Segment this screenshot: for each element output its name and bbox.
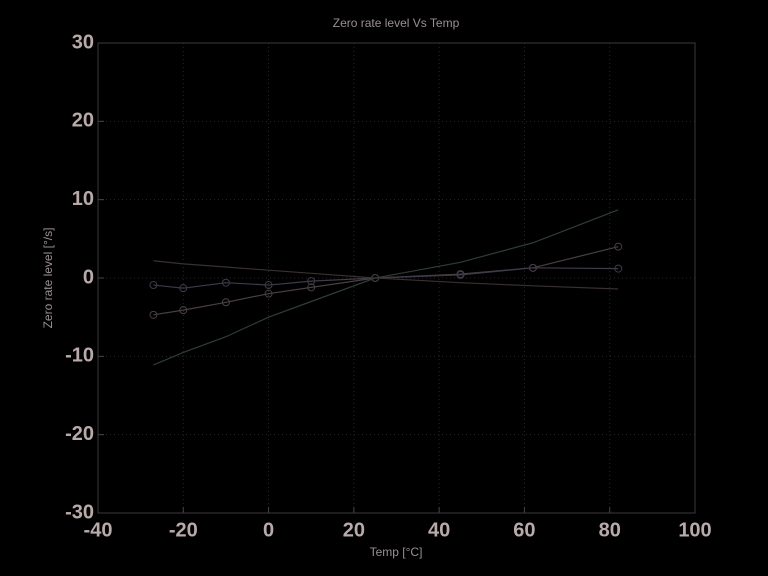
y-axis-label: Zero rate level [°/s]	[41, 228, 55, 329]
x-tick-label: 20	[343, 519, 365, 541]
series-marker	[221, 298, 230, 307]
y-tick-label: 0	[83, 266, 94, 288]
y-tick-label: -10	[65, 345, 94, 367]
x-tick-label: 0	[263, 519, 274, 541]
y-tick-label: -20	[65, 423, 94, 445]
x-tick-label: 80	[599, 519, 621, 541]
series-marker	[149, 281, 158, 290]
series-marker	[307, 283, 316, 292]
x-tick-label: -40	[84, 519, 113, 541]
series-line	[153, 267, 619, 289]
series-marker	[179, 284, 188, 293]
series-marker	[614, 242, 623, 251]
series-line	[153, 260, 619, 290]
y-tick-label: 20	[72, 110, 94, 132]
series-marker	[264, 289, 273, 298]
x-tick-label: 60	[513, 519, 535, 541]
series-marker	[179, 306, 188, 315]
series-marker	[307, 277, 316, 286]
series-line	[153, 209, 619, 366]
x-tick-label: -20	[169, 519, 198, 541]
x-tick-label: 100	[678, 519, 711, 541]
series-marker	[528, 263, 537, 272]
y-tick-label: -30	[65, 501, 94, 523]
chart-title: Zero rate level Vs Temp	[333, 16, 460, 30]
series-marker	[264, 281, 273, 290]
y-tick-label: 10	[72, 188, 94, 210]
series-marker	[614, 264, 623, 273]
y-tick-label: 30	[72, 31, 94, 53]
plot-frame	[97, 42, 696, 514]
x-axis-label: Temp [°C]	[370, 545, 423, 559]
series-marker	[149, 310, 158, 319]
x-tick-label: 40	[428, 519, 450, 541]
series-marker	[221, 278, 230, 287]
series-marker	[456, 270, 465, 279]
